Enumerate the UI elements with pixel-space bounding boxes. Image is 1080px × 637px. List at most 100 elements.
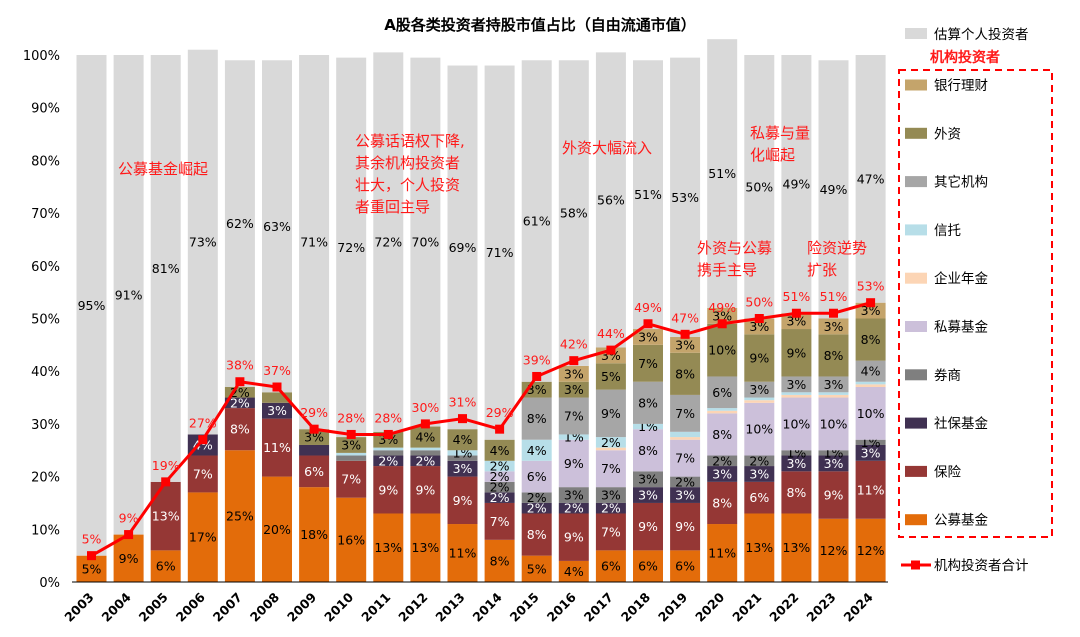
total-marker bbox=[458, 414, 467, 424]
total-label: 31% bbox=[449, 395, 477, 410]
bar-segment bbox=[707, 455, 738, 467]
annotation-text: 险资逆势 bbox=[807, 239, 867, 257]
bar-segment-label: 3% bbox=[861, 303, 881, 318]
bar-segment bbox=[558, 365, 589, 382]
bar-segment-label: 56% bbox=[597, 192, 625, 207]
total-label: 38% bbox=[226, 358, 254, 373]
bar-segment-label: 11% bbox=[449, 546, 477, 561]
bar-segment bbox=[707, 307, 738, 324]
legend-swatch bbox=[905, 28, 927, 39]
bar-segment bbox=[670, 57, 701, 337]
bar-segment bbox=[187, 492, 218, 582]
x-tick-label: 2023 bbox=[803, 590, 838, 625]
bar-segment bbox=[707, 376, 738, 409]
bar-segment bbox=[299, 455, 330, 488]
x-tick-label: 2019 bbox=[655, 590, 690, 625]
bar-segment bbox=[595, 363, 626, 390]
annotation-text: 者重回主导 bbox=[355, 198, 430, 216]
bar-segment bbox=[781, 450, 812, 456]
x-tick-label: 2010 bbox=[321, 589, 356, 624]
bar-segment-label: 13% bbox=[374, 540, 402, 555]
bar-segment-label: 3% bbox=[675, 488, 695, 503]
x-tick-label: 2006 bbox=[173, 589, 208, 624]
bar-segment bbox=[633, 344, 663, 382]
bar-segment bbox=[484, 492, 515, 503]
legend: 估算个人投资者机构投资者银行理财外资其它机构信托企业年金私募基金券商社保基金保险… bbox=[898, 27, 1053, 574]
bar-segment bbox=[595, 513, 626, 551]
bar-segment-label: 9% bbox=[601, 406, 621, 421]
bar-segment-label: 3% bbox=[564, 366, 584, 381]
bar-segment bbox=[521, 397, 552, 440]
total-marker bbox=[309, 424, 319, 434]
total-marker bbox=[87, 551, 96, 561]
bar-segment bbox=[410, 450, 441, 456]
bar-segment-label: 72% bbox=[337, 240, 365, 255]
bar-segment bbox=[744, 481, 775, 514]
x-tick-label: 2015 bbox=[507, 590, 542, 625]
bar-segment bbox=[707, 408, 738, 411]
bar-segment-label: 3% bbox=[638, 488, 658, 503]
total-marker bbox=[606, 345, 616, 355]
bar-segment-label: 62% bbox=[226, 216, 254, 231]
bar-segment bbox=[595, 447, 626, 451]
bar-segment bbox=[447, 429, 478, 451]
x-tick-label: 2016 bbox=[544, 589, 579, 624]
x-tick-label: 2014 bbox=[470, 589, 505, 624]
bar-segment-label: 3% bbox=[712, 308, 732, 323]
bar-segment bbox=[595, 52, 626, 348]
legend-label: 券商 bbox=[934, 368, 961, 384]
bar-segment bbox=[818, 376, 849, 393]
bar-segment-label: 10% bbox=[783, 416, 811, 431]
x-tick-label: 2011 bbox=[358, 590, 393, 625]
bar-segment-label: 3% bbox=[749, 466, 769, 481]
bar-segment-label: 3% bbox=[824, 377, 844, 392]
legend-swatch bbox=[905, 127, 927, 139]
bar-segment bbox=[262, 60, 292, 393]
bar-segment bbox=[558, 487, 589, 503]
total-label: 49% bbox=[708, 300, 736, 315]
bar-segment-label: 3% bbox=[267, 403, 287, 418]
bar-segment-label: 49% bbox=[783, 177, 811, 192]
bar-segment-label: 47% bbox=[857, 171, 885, 186]
bar-segment bbox=[484, 539, 515, 582]
bar-segment-label: 7% bbox=[341, 472, 361, 487]
bar-segment bbox=[781, 397, 812, 451]
bar-segment-label: 63% bbox=[263, 219, 291, 234]
bar-segment-label: 58% bbox=[560, 206, 588, 221]
bar-segment-label: 10% bbox=[708, 343, 736, 358]
bar-segment-label: 7% bbox=[675, 451, 695, 466]
bar-segment bbox=[484, 439, 515, 461]
bar-segment bbox=[633, 429, 663, 472]
annotation-text: 外资大幅流入 bbox=[562, 139, 652, 157]
bar-segment-label: 4% bbox=[861, 364, 881, 379]
legend-label: 估算个人投资者 bbox=[934, 27, 1029, 43]
bar-segment bbox=[633, 423, 663, 430]
bar-segment-label: 3% bbox=[453, 461, 473, 476]
bar-segment-label: 9% bbox=[564, 530, 584, 545]
bar-segment bbox=[336, 497, 367, 582]
bar-segment-label: 8% bbox=[527, 527, 547, 542]
bar-segment bbox=[410, 447, 441, 451]
bar-segment bbox=[744, 402, 775, 456]
bar-segment bbox=[484, 471, 515, 482]
bar-segment bbox=[781, 455, 812, 472]
total-marker bbox=[495, 424, 505, 434]
bar-segment-label: 11% bbox=[857, 482, 885, 497]
total-label: 9% bbox=[119, 511, 139, 526]
bar-segment bbox=[410, 57, 441, 427]
bar-segment-label: 8% bbox=[712, 495, 732, 510]
bar-segment-label: 9% bbox=[749, 351, 769, 366]
annotation-text: 化崛起 bbox=[750, 146, 795, 164]
bar-segment-label: 9% bbox=[638, 519, 658, 534]
bar-segment-label: 2% bbox=[378, 453, 398, 468]
bar-segment bbox=[744, 397, 775, 401]
bar-segment bbox=[707, 413, 738, 456]
bar-segment bbox=[633, 502, 663, 551]
bar-segment-label: 13% bbox=[783, 540, 811, 555]
bar-segment bbox=[262, 392, 292, 403]
y-axis: 0% 10% 20% 30% 40% 50% 60% 70% 80% 90% 100% bbox=[23, 49, 60, 591]
legend-swatch bbox=[905, 321, 927, 332]
bar-segment bbox=[558, 502, 589, 514]
x-tick-label: 2022 bbox=[766, 590, 801, 625]
bar-segment bbox=[818, 60, 849, 319]
